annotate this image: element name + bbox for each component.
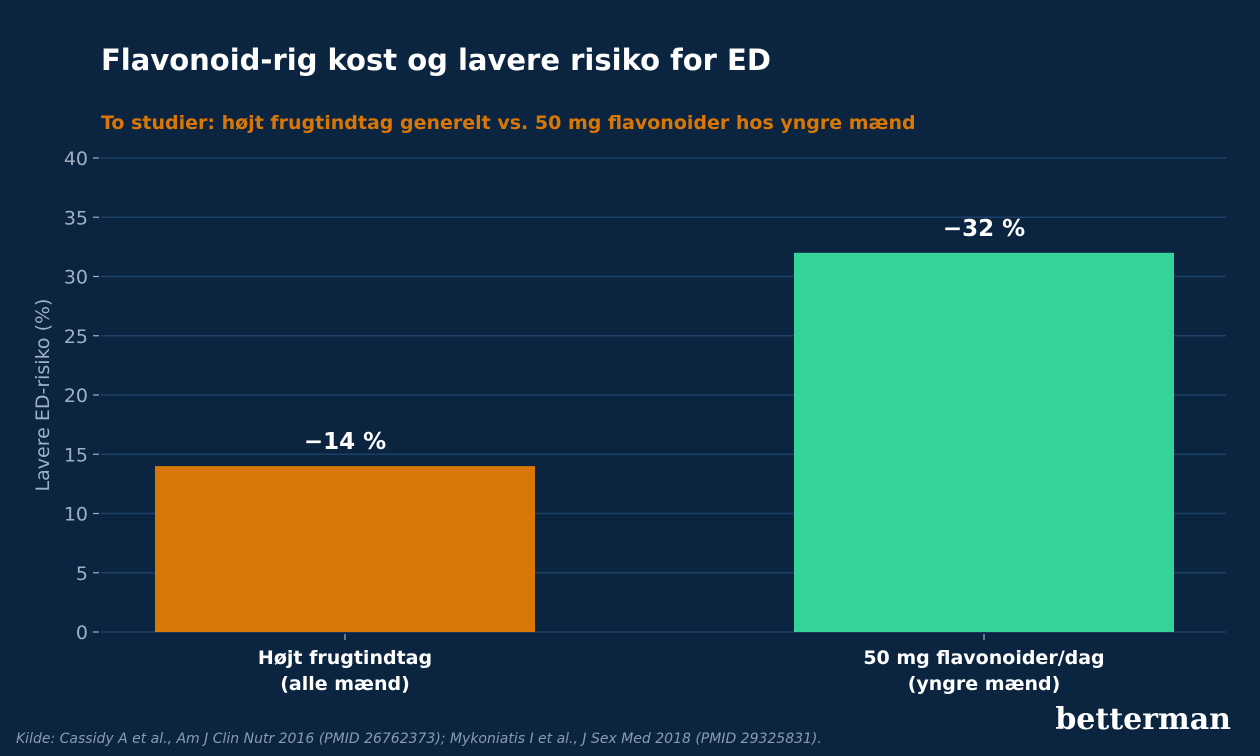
bar-1 [155,466,535,632]
bar-value-label: −14 % [304,429,386,455]
chart-title: Flavonoid-rig kost og lavere risiko for … [101,43,771,77]
y-tick-label: 40 [64,148,88,170]
x-category-label: (alle mænd) [280,673,410,695]
source-note: Kilde: Cassidy A et al., Am J Clin Nutr … [16,731,822,747]
x-category-label: Højt frugtindtag [258,647,432,669]
labels-layer: −14 % Højt frugtindtag (alle mænd) −32 % 50 … [258,216,1105,695]
bar-2 [794,252,1174,633]
y-tick-label: 30 [64,267,88,289]
bars-layer [155,252,1174,633]
chart-subtitle: To studier: højt frugtindtag generelt vs… [101,112,916,134]
bar-value-label: −32 % [943,216,1025,242]
y-tick-label: 20 [64,385,88,407]
y-tick-label: 35 [64,207,88,229]
y-tick-label: 10 [64,504,88,526]
x-category-label: (yngre mænd) [908,673,1061,695]
y-tick-label: 15 [64,444,88,466]
y-axis-label: Lavere ED-risiko (%) [32,299,54,492]
brand-logo: betterman [1055,702,1231,737]
y-tick-label: 25 [64,326,88,348]
y-tick-label: 5 [76,563,88,585]
x-category-label: 50 mg flavonoider/dag [863,647,1104,669]
y-tick-label: 0 [76,622,88,644]
